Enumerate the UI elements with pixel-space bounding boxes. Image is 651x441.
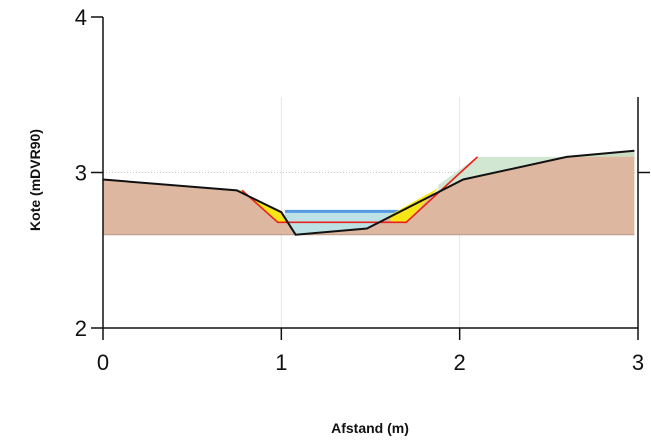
y-axis-label: Kote (mDVR90) bbox=[27, 129, 43, 231]
x-tick-label: 1 bbox=[275, 350, 287, 375]
line-layer bbox=[102, 149, 635, 236]
terrain-line bbox=[102, 149, 635, 236]
x-tick-label: 3 bbox=[632, 350, 644, 375]
y-tick-label: 2 bbox=[75, 316, 87, 341]
x-axis-label: Afstand (m) bbox=[331, 420, 409, 436]
tick-layer: 0 1 2 3 2 3 4 bbox=[75, 5, 650, 375]
x-tick-label: 0 bbox=[97, 350, 109, 375]
x-tick-label: 2 bbox=[454, 350, 466, 375]
y-tick-label: 4 bbox=[75, 5, 87, 30]
cut-area-left bbox=[236, 190, 289, 223]
y-tick-label: 3 bbox=[75, 161, 87, 186]
fill-area bbox=[438, 150, 635, 193]
